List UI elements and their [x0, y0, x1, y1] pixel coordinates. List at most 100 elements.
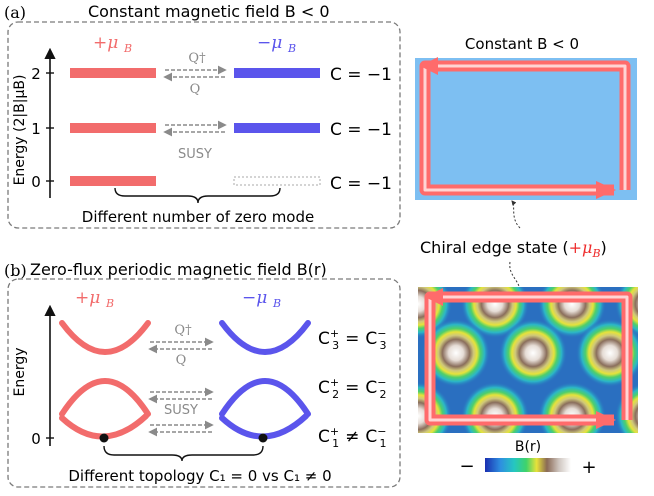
colorbar: B(r) − +	[459, 439, 596, 478]
chern-level-1: C = −1	[330, 120, 392, 140]
minus-mu-subscript: B	[287, 42, 296, 55]
level-minus-0-empty	[233, 176, 321, 186]
chern-level-2: C = −1	[330, 65, 392, 85]
panel-b: (b) Zero-flux periodic magnetic field B(…	[4, 260, 401, 488]
field-max	[499, 319, 567, 387]
band-minus-1	[219, 413, 309, 440]
constant-field-panel: Constant B < 0	[415, 35, 637, 200]
edge-state-right-core-b	[604, 295, 629, 420]
chern-1-left-sup: +	[330, 425, 339, 438]
level-plus-2	[70, 68, 156, 78]
panel-a-title: Constant magnetic field B < 0	[88, 2, 330, 21]
level-plus-0	[70, 176, 156, 186]
chiral-edge-label: Chiral edge state (+μB)	[420, 238, 607, 260]
band-minus-2	[219, 378, 311, 417]
band-plus-3	[59, 320, 151, 355]
chern-3-left-sub: 3	[332, 339, 339, 352]
chern-relation-2: C+ 2 = C− 2	[318, 376, 386, 401]
pointer-to-constant	[511, 200, 521, 229]
q-dagger-label: Q†	[188, 51, 206, 66]
level-plus-1	[70, 123, 156, 133]
chern-3-op: =	[345, 329, 359, 349]
chiral-edge-close: )	[601, 238, 607, 257]
plus-mu-label-b: +μ	[75, 288, 100, 308]
colorbar-minus: −	[459, 456, 474, 477]
chern-1-right-sub: 1	[379, 437, 386, 450]
band-plus-2	[59, 378, 151, 417]
chern-3-right: C	[365, 329, 377, 349]
chern-relation-3: C+ 3 = C− 3	[318, 327, 386, 352]
susy-label: SUSY	[178, 147, 212, 162]
band-minus-3	[219, 320, 311, 355]
chern-relation-1: C+ 1 ≠ C− 1	[318, 425, 386, 450]
chern-2-right: C	[365, 378, 377, 398]
edge-arrow-right-b	[596, 411, 616, 429]
chiral-edge-mu: +μ	[569, 238, 593, 257]
q-label-b: Q	[176, 353, 187, 368]
panel-a-footer: Different number of zero mode	[82, 208, 314, 226]
level-minus-2	[234, 68, 320, 78]
chern-1-left: C	[318, 427, 330, 447]
panel-a-frame	[7, 21, 401, 229]
zero-mode-dot-plus	[99, 433, 109, 443]
chern-3-left: C	[318, 329, 330, 349]
field-max	[576, 319, 638, 387]
colorbar-gradient	[485, 458, 571, 472]
plus-mu-label: +μ	[93, 33, 118, 53]
plus-mu-subscript-b: B	[105, 297, 114, 310]
chern-2-left: C	[318, 378, 330, 398]
band-plus-1	[59, 413, 149, 440]
chiral-edge-sub: B	[591, 247, 600, 260]
q-label: Q	[190, 82, 201, 97]
colorbar-plus: +	[581, 457, 596, 478]
chern-1-right-sup: −	[377, 425, 386, 438]
edge-state-core-b	[428, 295, 612, 422]
y-tick-2: 2	[31, 65, 41, 83]
chern-2-left-sup: +	[330, 376, 339, 389]
constant-field-title: Constant B < 0	[465, 35, 579, 53]
chern-3-right-sup: −	[377, 327, 386, 340]
edge-arrow-right-a	[596, 181, 616, 199]
minus-mu-label-b: −μ	[242, 288, 267, 308]
chern-1-left-sub: 1	[332, 437, 339, 450]
level-minus-1	[234, 123, 320, 133]
minus-mu-subscript-b: B	[272, 297, 281, 310]
constant-field-area	[415, 58, 637, 200]
panel-b-frame	[7, 278, 401, 488]
panel-a: (a) Constant magnetic field B < 0 +μ B −…	[4, 2, 401, 229]
periodic-field-panel	[418, 287, 638, 433]
edge-arrow-left-b	[425, 288, 443, 306]
edge-state-right-core-a	[604, 64, 627, 190]
panel-b-title: Zero-flux periodic magnetic field B(r)	[30, 260, 327, 279]
y-tick-0-b: 0	[31, 430, 41, 448]
chern-relations-b: C+ 3 = C− 3 C+ 2 = C− 2 C+ 1 ≠ C− 1	[318, 327, 386, 450]
edge-arrow-left-a	[420, 57, 438, 75]
y-tick-0: 0	[31, 173, 41, 191]
plus-mu-subscript: B	[123, 42, 132, 55]
q-dagger-label-b: Q†	[174, 323, 192, 338]
field-max	[422, 319, 490, 387]
chern-3-left-sup: +	[330, 327, 339, 340]
chern-3-right-sub: 3	[379, 339, 386, 352]
minus-mu-label: −μ	[257, 33, 282, 53]
chern-1-op: ≠	[345, 427, 359, 447]
zero-mode-dot-minus	[258, 433, 268, 443]
chiral-edge-text: Chiral edge state (	[420, 238, 569, 257]
brace-b	[103, 445, 264, 462]
y-axis-label-b: Energy	[12, 347, 28, 396]
chern-2-op: =	[345, 378, 359, 398]
brace-a	[114, 187, 281, 204]
y-tick-1: 1	[31, 120, 41, 138]
chern-2-right-sub: 2	[379, 388, 386, 401]
chern-2-left-sub: 2	[332, 388, 339, 401]
panel-b-footer: Different topology C₁ = 0 vs C₁ ≠ 0	[68, 467, 331, 485]
y-axis-label: Energy (2|B|μB)	[12, 75, 28, 186]
chern-1-right: C	[365, 427, 377, 447]
panel-b-tag: (b)	[4, 261, 27, 280]
susy-label-b: SUSY	[164, 403, 198, 418]
edge-state-core-a	[423, 64, 612, 192]
chern-2-right-sup: −	[377, 376, 386, 389]
colorbar-label: B(r)	[515, 439, 541, 455]
panel-a-tag: (a)	[4, 3, 26, 22]
